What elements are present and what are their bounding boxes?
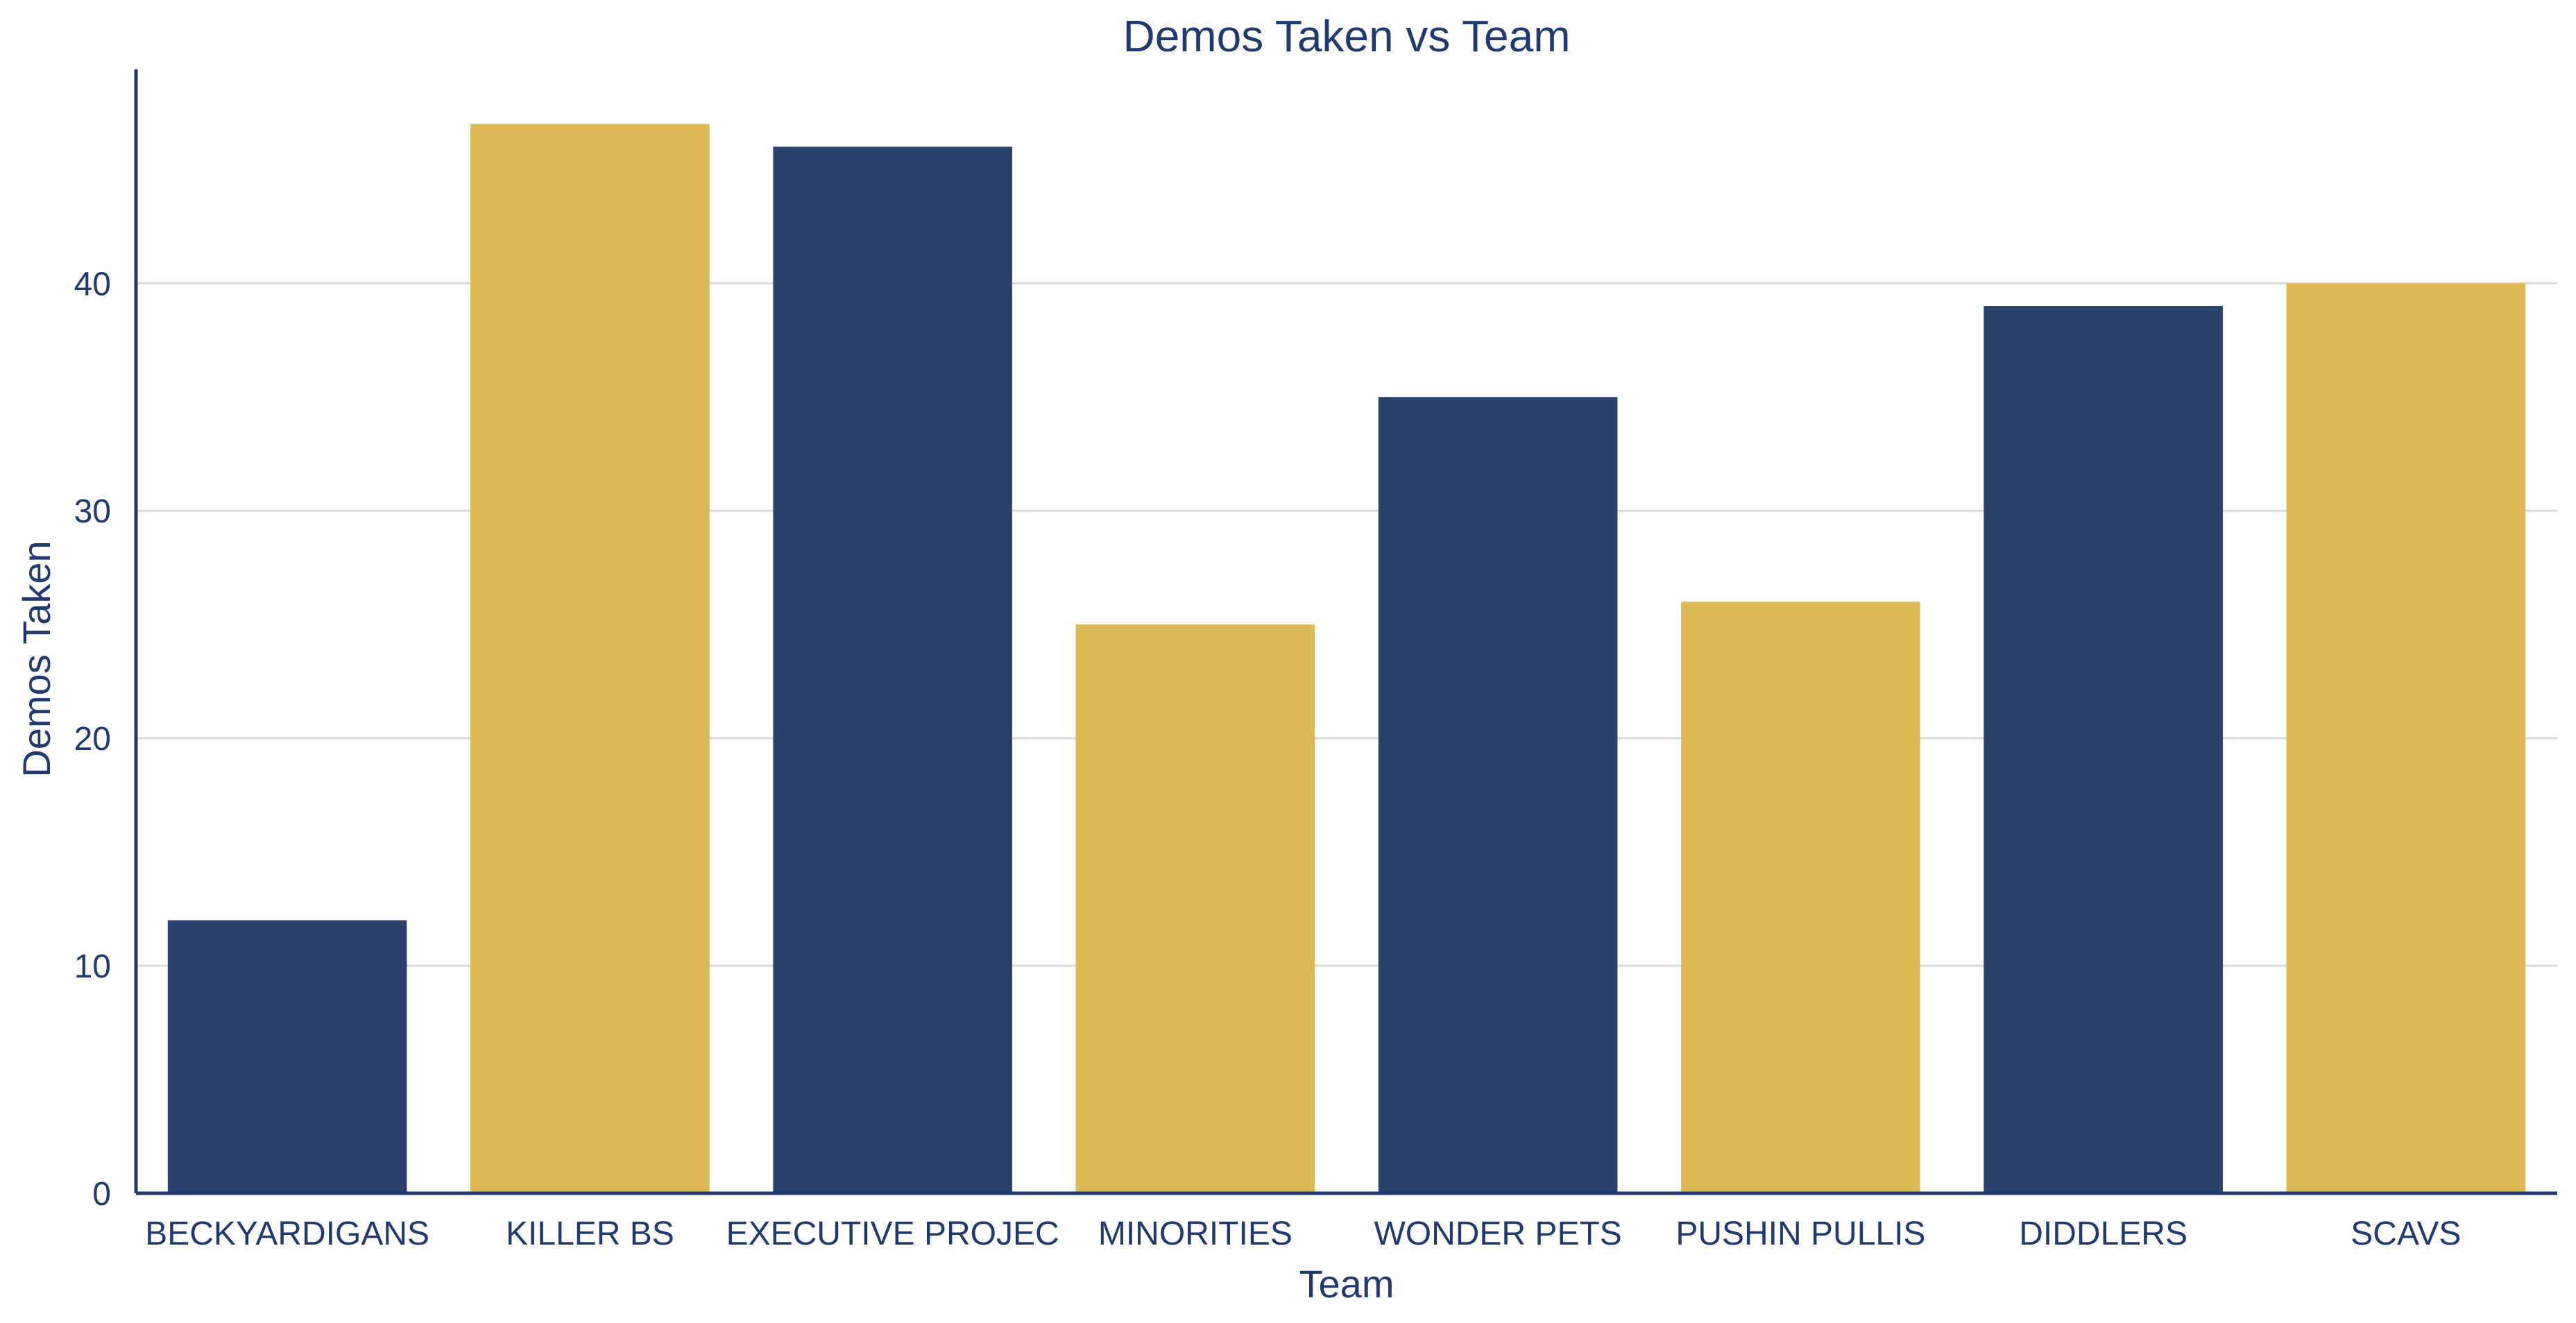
bar-diddlers <box>1984 306 2223 1194</box>
chart-title: Demos Taken vs Team <box>1123 11 1570 61</box>
x-tick-label: BECKYARDIGANS <box>145 1215 429 1252</box>
x-tick-label: PUSHIN PULLIS <box>1675 1215 1925 1252</box>
x-tick-label: WONDER PETS <box>1374 1215 1621 1252</box>
y-tick-labels: 0 10 20 30 40 <box>74 266 111 1213</box>
y-axis-title: Demos Taken <box>15 540 58 777</box>
x-tick-labels: BECKYARDIGANS KILLER BS EXECUTIVE PROJEC MI… <box>145 1215 2461 1252</box>
x-tick-label: KILLER BS <box>506 1215 674 1252</box>
y-tick-label: 30 <box>74 493 111 530</box>
x-tick-label: DIDDLERS <box>2019 1215 2187 1252</box>
y-tick-label: 10 <box>74 948 111 985</box>
bar-killer-bs <box>470 123 710 1193</box>
y-tick-label: 40 <box>74 266 111 302</box>
bar-wonder-pets <box>1378 397 1618 1193</box>
bar-executive-projec <box>773 146 1012 1194</box>
bar-pushin-pullis <box>1681 601 1920 1193</box>
y-tick-label: 20 <box>74 721 111 758</box>
x-tick-label: SCAVS <box>2351 1215 2461 1252</box>
bar-minorities <box>1075 624 1315 1193</box>
x-axis-title: Team <box>1299 1262 1394 1306</box>
y-tick-label: 0 <box>92 1176 111 1213</box>
bar-scavs <box>2286 283 2526 1194</box>
x-tick-label: EXECUTIVE PROJEC <box>726 1215 1059 1252</box>
bars <box>167 123 2526 1194</box>
bar-beckyardigans <box>167 920 407 1193</box>
x-tick-label: MINORITIES <box>1098 1215 1293 1252</box>
